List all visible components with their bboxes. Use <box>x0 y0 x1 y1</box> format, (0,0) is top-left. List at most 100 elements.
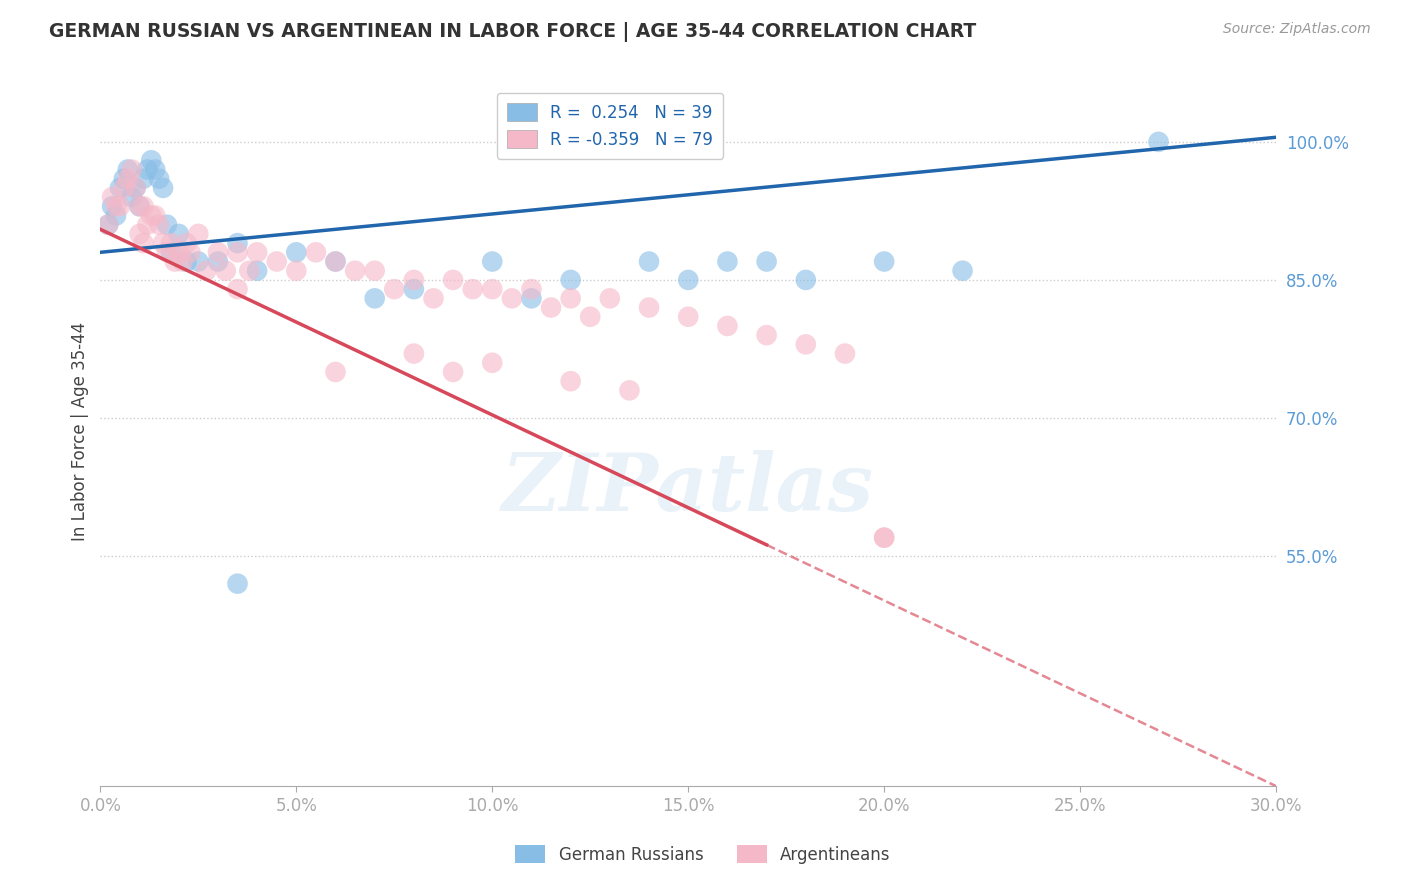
Point <box>136 162 159 177</box>
Point <box>325 365 347 379</box>
Point <box>560 291 582 305</box>
Text: Source: ZipAtlas.com: Source: ZipAtlas.com <box>1223 22 1371 37</box>
Point <box>481 254 503 268</box>
Legend: R =  0.254   N = 39, R = -0.359   N = 79: R = 0.254 N = 39, R = -0.359 N = 79 <box>496 93 723 159</box>
Point <box>238 264 260 278</box>
Point <box>128 199 150 213</box>
Point <box>402 282 425 296</box>
Point <box>226 576 249 591</box>
Point <box>121 190 143 204</box>
Point <box>132 171 155 186</box>
Point <box>305 245 328 260</box>
Point <box>156 245 179 260</box>
Point <box>117 171 139 186</box>
Point <box>520 282 543 296</box>
Point <box>363 291 385 305</box>
Point <box>266 254 288 268</box>
Point <box>215 264 238 278</box>
Point <box>1147 135 1170 149</box>
Point <box>755 328 778 343</box>
Point <box>97 218 120 232</box>
Point <box>105 209 128 223</box>
Point <box>638 301 661 315</box>
Point <box>344 264 367 278</box>
Point <box>136 218 159 232</box>
Point <box>676 310 699 324</box>
Point <box>112 171 135 186</box>
Point <box>599 291 621 305</box>
Point <box>176 254 198 268</box>
Point <box>422 291 444 305</box>
Point <box>207 245 229 260</box>
Y-axis label: In Labor Force | Age 35-44: In Labor Force | Age 35-44 <box>72 322 89 541</box>
Point <box>108 199 131 213</box>
Point <box>402 346 425 360</box>
Point <box>143 162 166 177</box>
Point <box>160 236 183 251</box>
Legend: German Russians, Argentineans: German Russians, Argentineans <box>509 838 897 871</box>
Point <box>834 346 856 360</box>
Point <box>540 301 562 315</box>
Point <box>619 384 641 398</box>
Point <box>179 245 201 260</box>
Point <box>117 162 139 177</box>
Point <box>143 209 166 223</box>
Point <box>676 273 699 287</box>
Point <box>461 282 484 296</box>
Point <box>285 245 308 260</box>
Point <box>794 273 817 287</box>
Point <box>132 236 155 251</box>
Point <box>141 209 163 223</box>
Point <box>148 171 170 186</box>
Point <box>152 236 174 251</box>
Point <box>716 318 738 333</box>
Point <box>794 337 817 351</box>
Point <box>152 181 174 195</box>
Point <box>579 310 602 324</box>
Point <box>124 181 146 195</box>
Point <box>128 227 150 241</box>
Point <box>402 273 425 287</box>
Point <box>176 236 198 251</box>
Point <box>187 227 209 241</box>
Point <box>105 199 128 213</box>
Point <box>97 218 120 232</box>
Point <box>207 254 229 268</box>
Text: GERMAN RUSSIAN VS ARGENTINEAN IN LABOR FORCE | AGE 35-44 CORRELATION CHART: GERMAN RUSSIAN VS ARGENTINEAN IN LABOR F… <box>49 22 976 42</box>
Point <box>716 254 738 268</box>
Point <box>382 282 405 296</box>
Point <box>108 181 131 195</box>
Point <box>156 218 179 232</box>
Point <box>441 273 464 287</box>
Point <box>163 254 186 268</box>
Point <box>520 291 543 305</box>
Point <box>325 254 347 268</box>
Point <box>187 254 209 268</box>
Point <box>560 374 582 388</box>
Point <box>285 264 308 278</box>
Point <box>167 227 190 241</box>
Point <box>172 254 194 268</box>
Point <box>141 153 163 168</box>
Point <box>363 264 385 278</box>
Text: ZIPatlas: ZIPatlas <box>502 450 875 527</box>
Point <box>167 245 190 260</box>
Point <box>226 282 249 296</box>
Point <box>952 264 974 278</box>
Point <box>148 218 170 232</box>
Point <box>325 254 347 268</box>
Point <box>195 264 218 278</box>
Point <box>481 282 503 296</box>
Point <box>481 356 503 370</box>
Point <box>560 273 582 287</box>
Point <box>112 181 135 195</box>
Point <box>246 264 269 278</box>
Point <box>226 236 249 251</box>
Point <box>226 245 249 260</box>
Point <box>873 531 896 545</box>
Point <box>128 199 150 213</box>
Point <box>441 365 464 379</box>
Point <box>501 291 523 305</box>
Point <box>638 254 661 268</box>
Point <box>873 531 896 545</box>
